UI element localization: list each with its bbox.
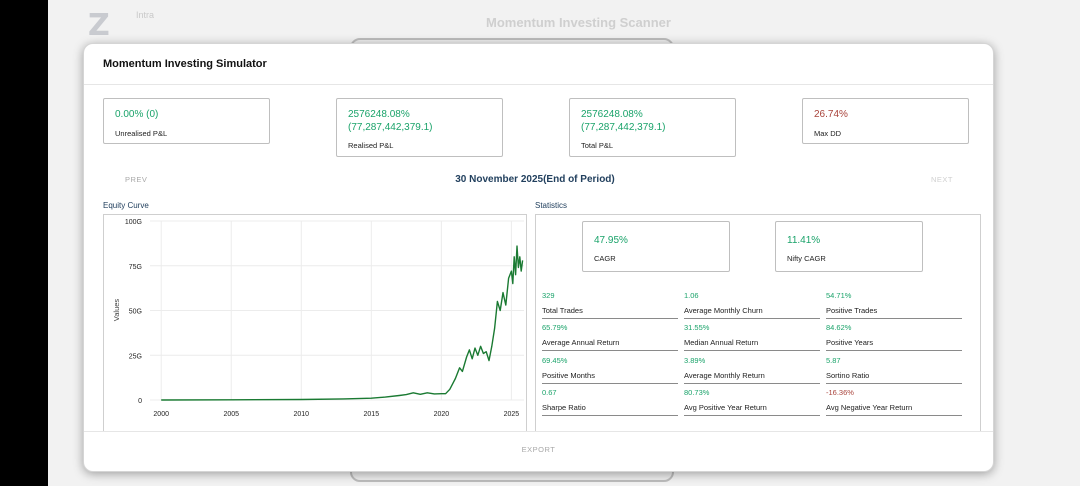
unrealised-pl-label: Unrealised P&L xyxy=(115,129,168,138)
stat-underline xyxy=(826,318,962,319)
total-pl-card: 2576248.08% (77,287,442,379.1) Total P&L xyxy=(569,98,736,157)
stat-underline xyxy=(542,383,678,384)
equity-curve-title: Equity Curve xyxy=(103,201,149,210)
cagr-label: CAGR xyxy=(594,254,616,263)
stat-underline xyxy=(684,350,820,351)
stat-underline xyxy=(684,383,820,384)
stat-value: 329 xyxy=(542,291,555,300)
stat-label: Average Monthly Churn xyxy=(684,306,763,315)
total-pl-percent: 2576248.08% xyxy=(581,109,643,120)
statistics-panel: 47.95% CAGR 11.41% Nifty CAGR 329 Total T… xyxy=(535,214,981,432)
stat-label: Positive Trades xyxy=(826,306,878,315)
stat-value: 0.67 xyxy=(542,388,557,397)
stat-value: 5.87 xyxy=(826,356,841,365)
equity-line xyxy=(161,245,524,401)
equity-chart: 2000 2005 2010 2015 2020 2025 0 25G 50G 75G 100G Va… xyxy=(103,214,527,432)
export-button[interactable]: EXPORT xyxy=(521,445,556,454)
unrealised-pl-card: 0.00% (0) Unrealised P&L xyxy=(103,98,270,144)
realised-pl-value: 2576248.08% (77,287,442,379.1) xyxy=(348,108,433,134)
stat-underline xyxy=(826,350,962,351)
x-tick-label: 2025 xyxy=(504,411,520,418)
stat-value: 69.45% xyxy=(542,356,568,365)
max-dd-card: 26.74% Max DD xyxy=(802,98,969,144)
y-tick-label: 100G xyxy=(125,219,142,226)
stat-label: Sharpe Ratio xyxy=(542,403,586,412)
x-tick-label: 2010 xyxy=(293,411,309,418)
app-logo-sub: Intra xyxy=(136,10,155,20)
y-tick-label: 50G xyxy=(129,309,142,316)
nifty-cagr-card: 11.41% Nifty CAGR xyxy=(775,221,923,272)
simulator-modal: Momentum Investing Simulator 0.00% (0) U… xyxy=(83,43,994,472)
stat-label: Average Annual Return xyxy=(542,338,620,347)
background-page-title: Momentum Investing Scanner xyxy=(486,15,671,30)
stat-value: 80.73% xyxy=(684,388,710,397)
stat-label: Sortino Ratio xyxy=(826,371,870,380)
nifty-cagr-value: 11.41% xyxy=(787,235,821,246)
y-tick-label: 0 xyxy=(138,398,142,405)
stat-value: 84.62% xyxy=(826,323,852,332)
stat-underline xyxy=(542,318,678,319)
stat-value: 3.89% xyxy=(684,356,706,365)
next-button[interactable]: NEXT xyxy=(931,175,954,184)
stat-label: Positive Years xyxy=(826,338,874,347)
equity-chart-svg: 2000 2005 2010 2015 2020 2025 0 25G 50G 75G 100G Va… xyxy=(112,219,524,418)
x-tick-label: 2000 xyxy=(153,411,169,418)
stat-label: Avg Positive Year Return xyxy=(684,403,767,412)
stat-value: 31.55% xyxy=(684,323,710,332)
modal-header: Momentum Investing Simulator xyxy=(84,44,993,85)
realised-pl-card: 2576248.08% (77,287,442,379.1) Realised … xyxy=(336,98,503,157)
max-dd-value: 26.74% xyxy=(814,109,848,120)
total-pl-value: 2576248.08% (77,287,442,379.1) xyxy=(581,108,666,134)
total-pl-label: Total P&L xyxy=(581,141,614,150)
period-label: 30 November 2025(End of Period) xyxy=(455,174,615,185)
nifty-cagr-label: Nifty CAGR xyxy=(787,254,826,263)
x-tick-label: 2005 xyxy=(223,411,239,418)
stat-value: -16.36% xyxy=(826,388,854,397)
stat-value: 65.79% xyxy=(542,323,568,332)
modal-footer: EXPORT xyxy=(84,431,993,471)
prev-button[interactable]: PREV xyxy=(125,175,148,184)
total-pl-amount: (77,287,442,379.1) xyxy=(581,122,666,133)
realised-pl-percent: 2576248.08% xyxy=(348,109,410,120)
stat-underline xyxy=(542,350,678,351)
cagr-value: 47.95% xyxy=(594,235,628,246)
stat-label: Average Monthly Return xyxy=(684,371,765,380)
max-dd-label: Max DD xyxy=(814,129,842,138)
realised-pl-label: Realised P&L xyxy=(348,141,394,150)
realised-pl-amount: (77,287,442,379.1) xyxy=(348,122,433,133)
modal-title: Momentum Investing Simulator xyxy=(103,58,267,70)
stat-value: 1.06 xyxy=(684,291,699,300)
y-tick-label: 25G xyxy=(129,353,142,360)
stat-label: Median Annual Return xyxy=(684,338,759,347)
y-tick-label: 75G xyxy=(129,264,142,271)
stat-value: 54.71% xyxy=(826,291,852,300)
stat-label: Avg Negative Year Return xyxy=(826,403,913,412)
app-logo: Z xyxy=(88,8,110,43)
stat-label: Total Trades xyxy=(542,306,583,315)
stat-underline xyxy=(684,415,820,416)
stat-underline xyxy=(684,318,820,319)
unrealised-pl-value: 0.00% (0) xyxy=(115,109,159,120)
statistics-title: Statistics xyxy=(535,201,568,210)
x-tick-label: 2020 xyxy=(434,411,450,418)
cagr-card: 47.95% CAGR xyxy=(582,221,730,272)
y-axis-label: Values xyxy=(112,299,121,322)
stat-underline xyxy=(542,415,678,416)
stat-label: Positive Months xyxy=(542,371,595,380)
x-tick-label: 2015 xyxy=(364,411,380,418)
stat-underline xyxy=(826,415,962,416)
stat-underline xyxy=(826,383,962,384)
